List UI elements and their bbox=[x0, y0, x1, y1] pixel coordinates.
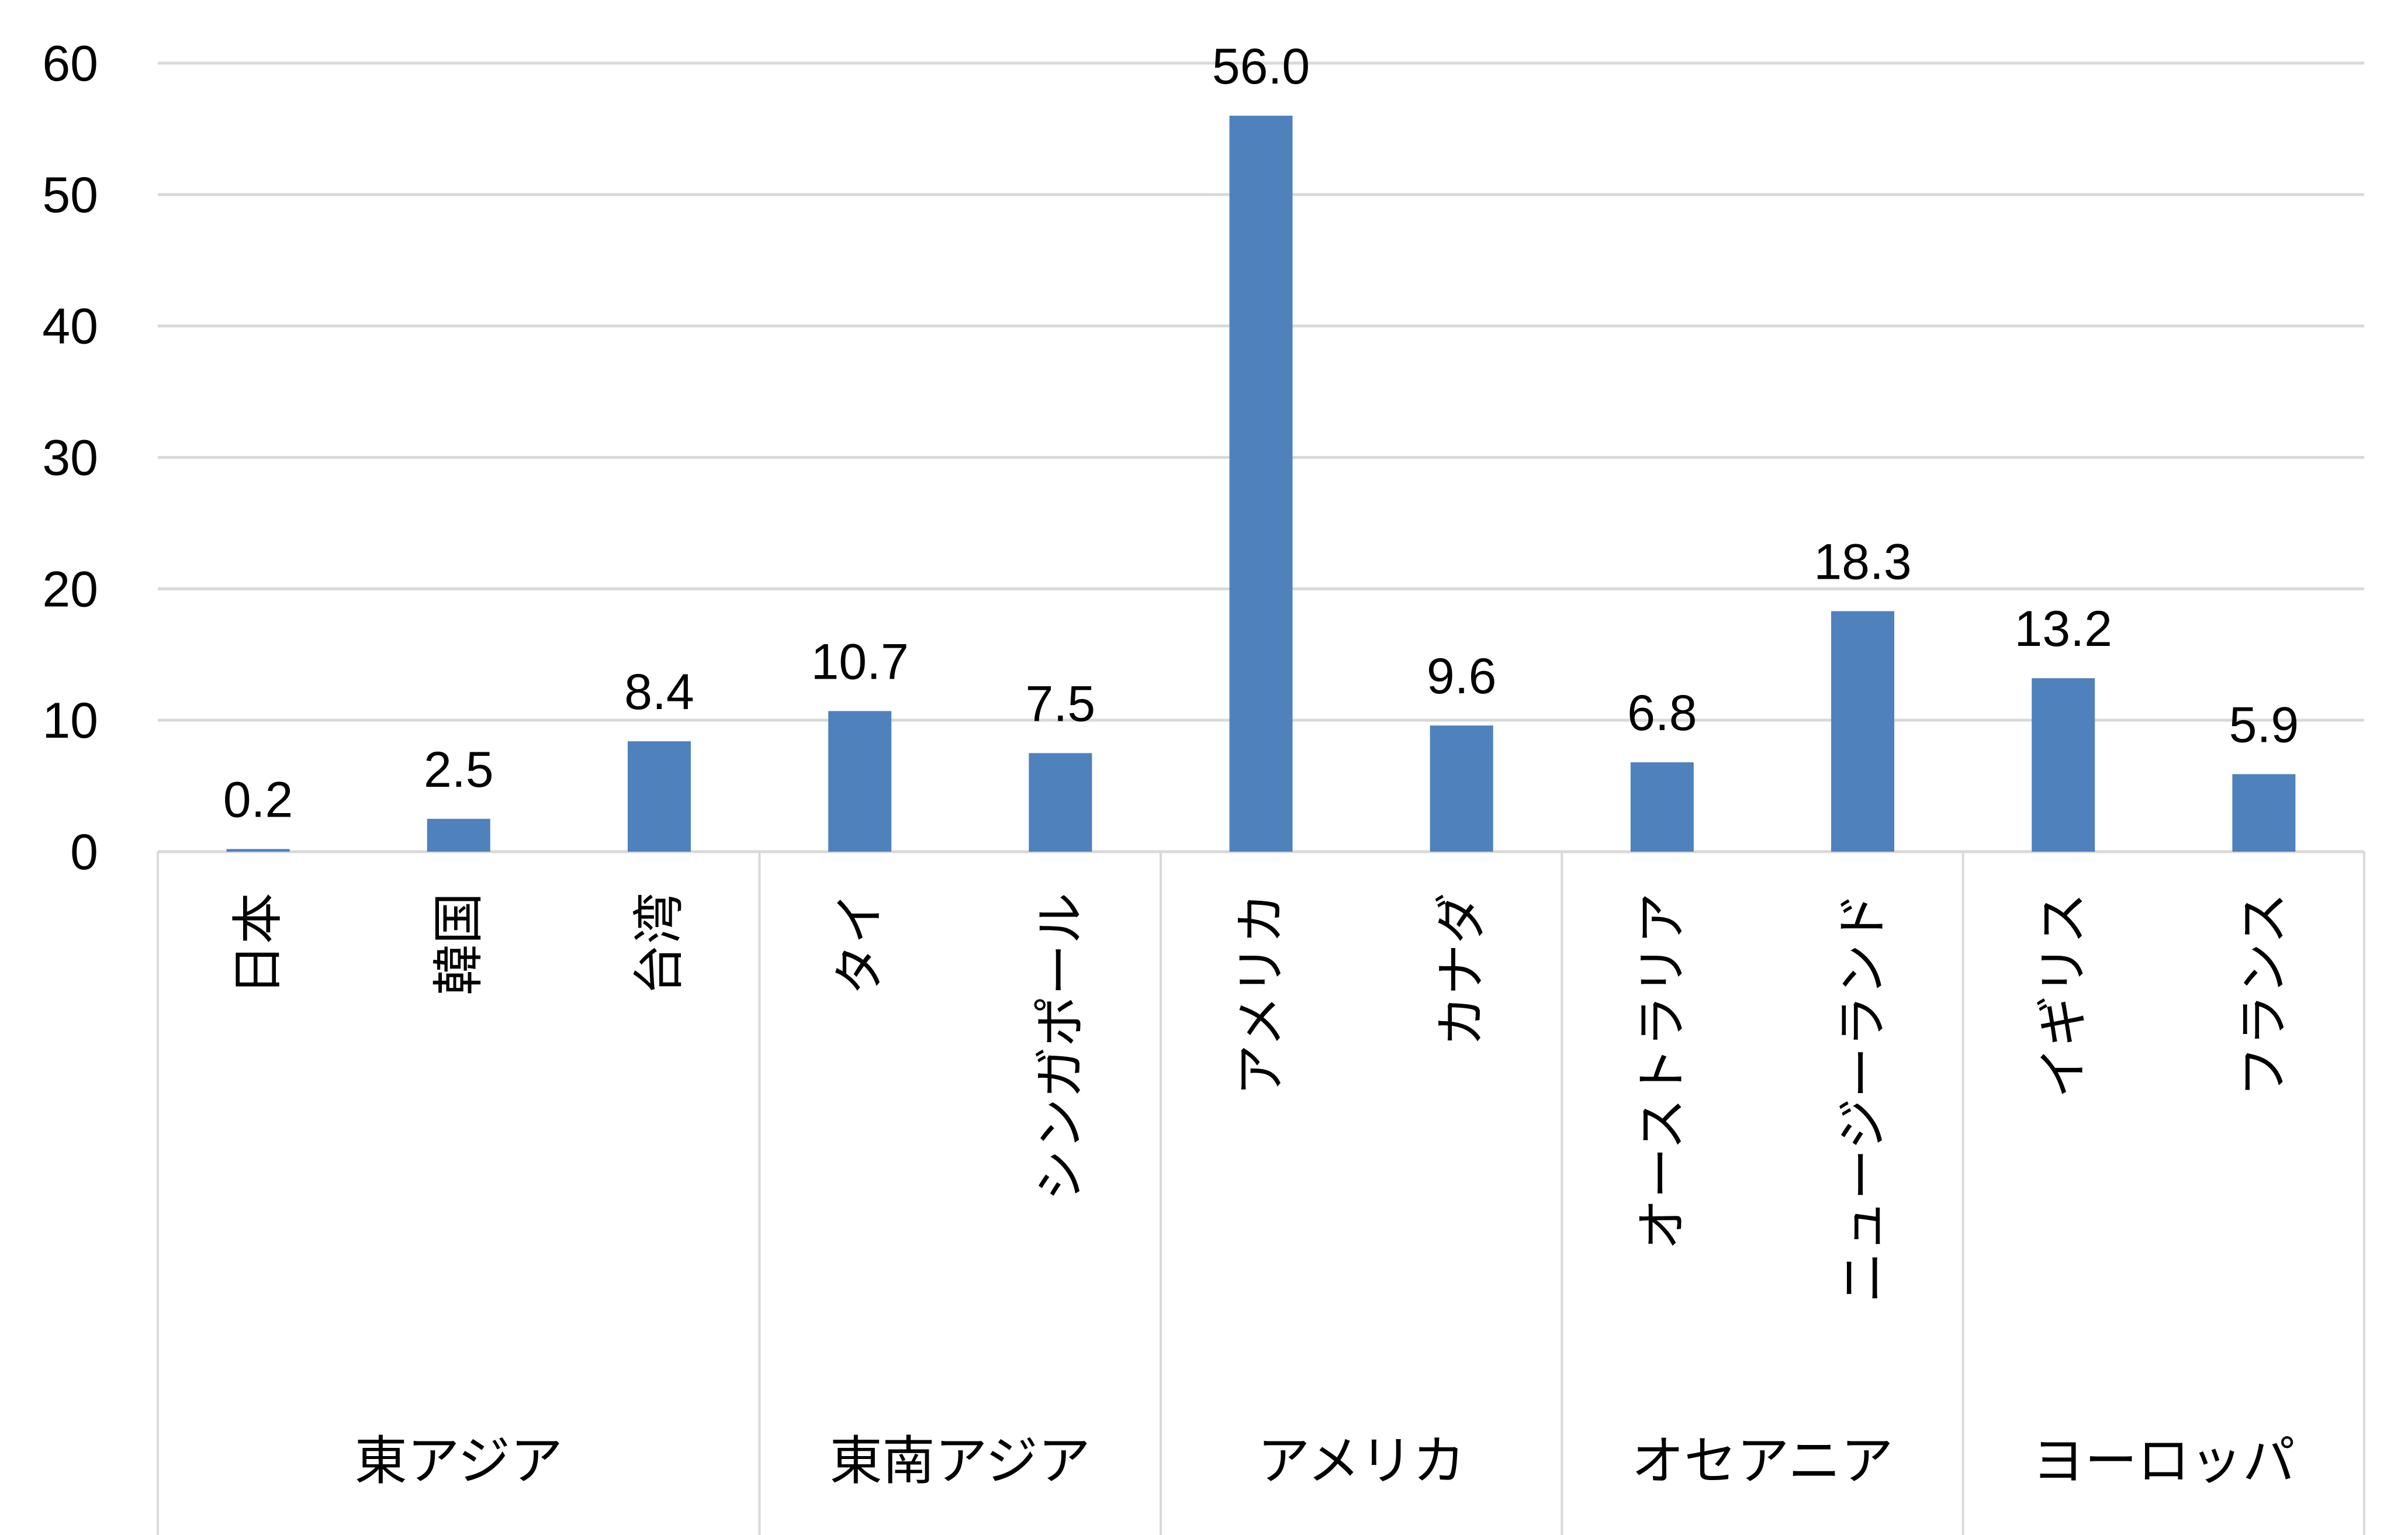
category-labels: 日本 韓国 台湾 タイ シンガポール アメリカ カナダ オーストラリア ニュージーランド イギリス… bbox=[229, 893, 2293, 1303]
data-label: 0.2 bbox=[223, 772, 293, 828]
category-label: 台湾 bbox=[630, 893, 688, 995]
group-labels: 東アジア 東南アジア アメリカ オセアニア ヨーロッパ bbox=[355, 1432, 2295, 1491]
bar bbox=[627, 741, 691, 852]
bar bbox=[1029, 753, 1092, 852]
y-tick-label: 0 bbox=[70, 824, 98, 880]
group-label: オセアニア bbox=[1631, 1432, 1893, 1491]
data-labels: 0.2 2.5 8.4 10.7 7.5 56.0 9.6 6.8 18.3 13.2 5.9 bbox=[223, 39, 2299, 828]
data-label: 7.5 bbox=[1026, 676, 1096, 732]
y-tick-label: 50 bbox=[42, 167, 98, 223]
bar bbox=[1229, 115, 1293, 852]
group-label: ヨーロッパ bbox=[2032, 1432, 2295, 1491]
category-label: シンガポール bbox=[1031, 893, 1089, 1201]
bar bbox=[1430, 725, 1493, 852]
y-tick-label: 20 bbox=[42, 561, 98, 617]
group-label: 東アジア bbox=[355, 1432, 563, 1491]
category-label: アメリカ bbox=[1232, 893, 1290, 1096]
bar bbox=[1630, 762, 1694, 852]
data-label: 5.9 bbox=[2229, 697, 2299, 753]
bar bbox=[1831, 611, 1895, 852]
category-label: タイ bbox=[831, 893, 888, 995]
data-label: 6.8 bbox=[1627, 685, 1697, 741]
data-label: 2.5 bbox=[424, 742, 494, 798]
bar bbox=[2032, 678, 2095, 852]
data-label: 18.3 bbox=[1814, 534, 1911, 590]
category-label: 韓国 bbox=[430, 893, 487, 995]
y-axis-ticks: 0 10 20 30 40 50 60 bbox=[42, 36, 98, 880]
bar bbox=[427, 818, 490, 852]
bar bbox=[2232, 774, 2296, 852]
category-label: 日本 bbox=[229, 893, 287, 995]
category-label: フランス bbox=[2234, 893, 2292, 1097]
category-label: カナダ bbox=[1433, 893, 1490, 1047]
group-label: アメリカ bbox=[1257, 1432, 1465, 1491]
y-tick-label: 40 bbox=[42, 299, 98, 355]
y-tick-label: 10 bbox=[42, 693, 98, 749]
category-label: オーストラリア bbox=[1633, 893, 1691, 1250]
y-tick-label: 60 bbox=[42, 36, 98, 92]
category-label: イギリス bbox=[2034, 893, 2092, 1098]
data-label: 8.4 bbox=[624, 664, 694, 720]
data-label: 56.0 bbox=[1212, 39, 1310, 95]
bar bbox=[226, 849, 290, 852]
group-label: 東南アジア bbox=[830, 1432, 1091, 1491]
data-label: 10.7 bbox=[811, 634, 908, 690]
bars bbox=[226, 115, 2296, 852]
data-label: 13.2 bbox=[2015, 601, 2112, 657]
data-label: 9.6 bbox=[1427, 648, 1497, 704]
y-tick-label: 30 bbox=[42, 430, 98, 486]
category-label: ニュージーランド bbox=[1833, 893, 1891, 1303]
bar bbox=[828, 711, 892, 852]
category-separators bbox=[157, 852, 2365, 1535]
